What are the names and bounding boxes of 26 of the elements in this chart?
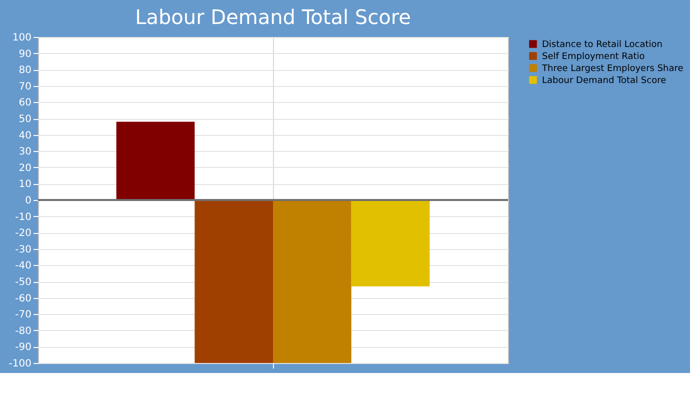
y-tick-label: -70: [15, 310, 32, 321]
legend-label: Three Largest Employers Share: [541, 64, 684, 74]
y-tick-label: -90: [15, 342, 32, 354]
y-tick-label: 0: [25, 196, 32, 206]
y-tick-label: 80: [18, 65, 32, 76]
y-tick-label: 10: [18, 179, 32, 190]
y-tick-label: 20: [18, 162, 32, 174]
y-tick-label: -10: [15, 212, 32, 223]
y-tick-label: -100: [8, 358, 32, 370]
y-tick-label: 70: [18, 81, 32, 92]
chart-title: Labour Demand Total Score: [135, 5, 411, 29]
y-tick-label: -60: [15, 293, 32, 304]
y-tick-label: 90: [18, 48, 32, 60]
legend-label: Self Employment Ratio: [542, 52, 646, 62]
y-tick-label: 30: [18, 146, 32, 158]
legend-label: Labour Demand Total Score: [542, 76, 667, 86]
y-tick-label: 40: [18, 130, 32, 142]
y-tick-label: 50: [18, 114, 32, 125]
y-tick-label: -20: [15, 228, 32, 240]
y-tick-label: -30: [15, 244, 32, 256]
y-tick-label: -50: [15, 277, 32, 288]
legend-label: Distance to Retail Location: [542, 40, 662, 50]
y-tick-label: -80: [15, 326, 32, 337]
y-tick-label: 60: [18, 98, 32, 109]
y-tick-label: 100: [12, 32, 32, 44]
y-tick-label: -40: [15, 260, 32, 272]
